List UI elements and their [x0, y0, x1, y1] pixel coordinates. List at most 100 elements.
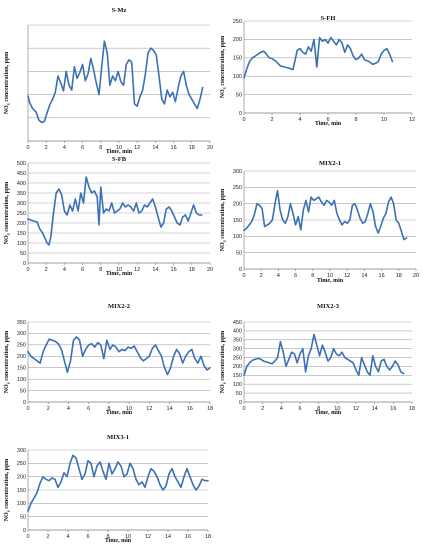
y-tick-label: 400: [17, 181, 26, 187]
x-tick-label: 8: [107, 406, 110, 412]
x-tick-label: 4: [63, 145, 66, 151]
x-tick-label: 4: [277, 273, 280, 279]
series-line: [27, 40, 204, 124]
y-tick-label: 200: [17, 221, 26, 227]
y-tick-label: 300: [233, 169, 242, 175]
chart-mix2-2: 0 50 100 150 200 250 300 350 0 2 4 6 8 10 12 14 16 18 MIX2…: [2, 296, 216, 418]
y-tick-label: 0: [23, 400, 26, 406]
y-tick-label: 300: [17, 201, 26, 207]
x-tick-label: 10: [125, 534, 131, 540]
x-tick-label: 12: [146, 406, 152, 412]
y-tick-label: 150: [17, 231, 26, 237]
y-tick-label: 200: [233, 37, 242, 43]
y-tick-label: 300: [17, 331, 26, 337]
x-tick-label: 12: [134, 267, 140, 273]
x-tick-label: 18: [205, 534, 211, 540]
x-tick-label: 0: [242, 117, 245, 123]
y-tick-label: 150: [17, 488, 26, 494]
x-tick-label: 14: [166, 406, 172, 412]
y-axis-label: NOx concentration, ppm: [4, 331, 11, 394]
x-tick-label: 8: [354, 117, 357, 123]
x-tick-label: 16: [187, 406, 193, 412]
y-tick-label: 50: [20, 388, 26, 394]
chart-s-mz-svg: 0 2 4 6 8 10 12 14 16 18 20 S-Mz Time, min NOx concen…: [4, 7, 213, 155]
x-tick-label: 10: [116, 267, 122, 273]
x-tick-label: 18: [409, 406, 415, 412]
y-tick-label: 300: [17, 448, 26, 454]
y-tick-label: 250: [17, 461, 26, 467]
y-tick-label: 250: [17, 211, 26, 217]
x-tick-label: 0: [26, 267, 29, 273]
x-axis-label: Time, min: [317, 278, 344, 284]
y-tick-label: 200: [17, 474, 26, 480]
x-tick-label: 6: [81, 145, 84, 151]
x-axis-label: Time, min: [106, 410, 133, 416]
y-tick-label: 0: [239, 267, 242, 273]
chart-mix2-3-svg: 0 50 100 150 200 250 300 350 400 450 0 2 4 6 8 10 12 14 16…: [220, 303, 415, 416]
x-tick-label: 8: [317, 406, 320, 412]
x-tick-label: 2: [46, 534, 49, 540]
y-tick-label: 450: [17, 171, 26, 177]
x-tick-label: 2: [47, 406, 50, 412]
y-tick-label: 300: [233, 346, 242, 352]
y-tick-label: 150: [17, 366, 26, 372]
chart-s-fh-svg: 0 50 100 150 200 250 0 2 4 6 8 10 12 S-FH Time, min NOx…: [220, 15, 415, 127]
x-tick-label: 14: [165, 534, 171, 540]
x-tick-label: 0: [26, 406, 29, 412]
x-tick-label: 20: [207, 145, 213, 151]
series-line: [27, 176, 203, 246]
y-tick-label: 350: [17, 191, 26, 197]
y-tick-label: 50: [20, 514, 26, 520]
y-tick-label: 500: [17, 161, 26, 167]
chart-s-fb-svg: 0 50 100 150 200 250 300 350 400 450 500 0 2 4 6 8 10 12 1…: [4, 156, 213, 277]
x-axis-label: Time, min: [315, 410, 342, 416]
y-tick-label: 400: [233, 329, 242, 335]
x-tick-label: 6: [86, 534, 89, 540]
chart-s-fb: 0 50 100 150 200 250 300 350 400 450 500 0 2 4 6 8 10 12 1…: [2, 153, 216, 293]
y-tick-label: 350: [17, 320, 26, 326]
y-tick-label: 150: [233, 56, 242, 62]
chart-title: MIX2-2: [108, 303, 130, 310]
x-tick-label: 12: [145, 534, 151, 540]
x-tick-label: 14: [372, 406, 378, 412]
x-tick-label: 8: [311, 273, 314, 279]
series-line: [243, 189, 408, 241]
x-tick-label: 6: [87, 406, 90, 412]
series-line: [243, 333, 405, 377]
x-tick-label: 10: [334, 406, 340, 412]
x-tick-label: 12: [344, 273, 350, 279]
chart-mix2-2-svg: 0 50 100 150 200 250 300 350 0 2 4 6 8 10 12 14 16 18 MIX2…: [4, 303, 213, 416]
x-tick-label: 18: [396, 273, 402, 279]
x-tick-label: 2: [45, 145, 48, 151]
x-tick-label: 0: [242, 273, 245, 279]
y-tick-label: 100: [233, 382, 242, 388]
x-axis-label: Time, min: [106, 271, 133, 277]
series-line: [27, 454, 209, 513]
y-tick-label: 0: [239, 400, 242, 406]
x-axis-label: Time, min: [315, 121, 342, 127]
x-tick-label: 18: [189, 267, 195, 273]
x-tick-label: 2: [45, 267, 48, 273]
chart-title: MIX3-1: [107, 434, 129, 441]
y-tick-label: 350: [233, 338, 242, 344]
y-tick-label: 50: [236, 92, 242, 98]
x-tick-label: 16: [171, 267, 177, 273]
y-tick-label: 100: [233, 74, 242, 80]
x-tick-label: 6: [81, 267, 84, 273]
y-tick-label: 0: [23, 261, 26, 267]
x-tick-label: 0: [242, 406, 245, 412]
x-tick-label: 6: [294, 273, 297, 279]
chart-title: S-FH: [321, 15, 336, 22]
x-tick-label: 14: [152, 145, 158, 151]
chart-mix3-1-svg: 0 50 100 150 200 250 300 0 2 4 6 8 10 12 14 16 18 MIX3-1 T…: [4, 434, 211, 544]
y-tick-label: 200: [17, 354, 26, 360]
chart-title: S-Mz: [112, 7, 127, 14]
x-tick-label: 10: [116, 145, 122, 151]
x-tick-label: 14: [152, 267, 158, 273]
x-tick-label: 2: [261, 406, 264, 412]
chart-mix2-1-svg: 0 50 100 150 200 250 300 0 2 4 6 8 10 12 14 16 18 20 MIX2-…: [220, 160, 419, 284]
y-tick-label: 250: [17, 343, 26, 349]
y-tick-label: 50: [236, 250, 242, 256]
y-tick-label: 200: [233, 364, 242, 370]
y-tick-label: 450: [233, 320, 242, 326]
